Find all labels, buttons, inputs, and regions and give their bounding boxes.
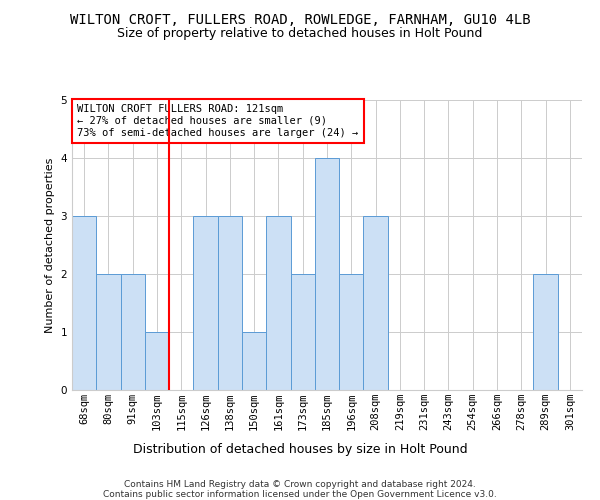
Bar	[315, 158, 339, 390]
Text: WILTON CROFT, FULLERS ROAD, ROWLEDGE, FARNHAM, GU10 4LB: WILTON CROFT, FULLERS ROAD, ROWLEDGE, FA…	[70, 12, 530, 26]
Bar	[339, 274, 364, 390]
Bar	[364, 216, 388, 390]
Bar	[96, 274, 121, 390]
Text: Contains HM Land Registry data © Crown copyright and database right 2024.
Contai: Contains HM Land Registry data © Crown c…	[103, 480, 497, 500]
Y-axis label: Number of detached properties: Number of detached properties	[45, 158, 55, 332]
Bar	[145, 332, 169, 390]
Text: Distribution of detached houses by size in Holt Pound: Distribution of detached houses by size …	[133, 442, 467, 456]
Bar	[266, 216, 290, 390]
Bar	[290, 274, 315, 390]
Bar	[218, 216, 242, 390]
Text: WILTON CROFT FULLERS ROAD: 121sqm
← 27% of detached houses are smaller (9)
73% o: WILTON CROFT FULLERS ROAD: 121sqm ← 27% …	[77, 104, 358, 138]
Bar	[193, 216, 218, 390]
Bar	[72, 216, 96, 390]
Bar	[533, 274, 558, 390]
Text: Size of property relative to detached houses in Holt Pound: Size of property relative to detached ho…	[118, 28, 482, 40]
Bar	[121, 274, 145, 390]
Bar	[242, 332, 266, 390]
